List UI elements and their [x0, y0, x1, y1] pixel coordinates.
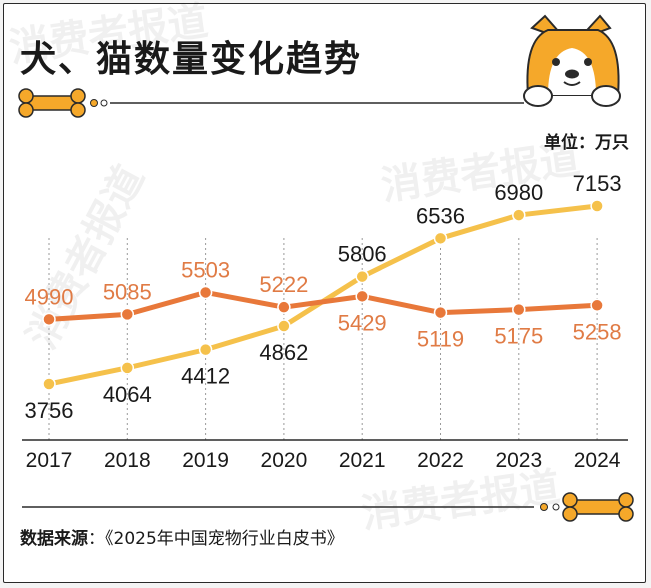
plot-area: 2017 2018 2019 2020 2021 2022 2023 2024 4990 5085…: [22, 171, 628, 472]
dog-data-point: [590, 298, 604, 313]
x-tick-label: 2023: [495, 449, 542, 472]
dog-series-line: [46, 289, 600, 322]
cat-data-point: [355, 269, 369, 284]
source-note: 数据来源：《2025年中国宠物行业白皮书》: [20, 524, 344, 549]
cat-data-label: 4862: [259, 340, 308, 365]
header-divider: [90, 99, 524, 107]
cat-data-point: [433, 231, 448, 246]
x-tick-label: 2022: [417, 449, 464, 472]
dog-data-point: [512, 302, 526, 317]
dog-mascot-icon: [523, 14, 621, 107]
cat-data-label: 5806: [338, 242, 387, 267]
dog-data-label: 5085: [103, 279, 152, 304]
source-separator: ：: [88, 529, 105, 549]
dog-data-point: [277, 300, 291, 314]
x-tick-label: 2019: [182, 449, 229, 472]
dog-data-point: [120, 307, 135, 322]
x-tick-label: 2021: [339, 449, 386, 472]
dog-data-label: 5119: [417, 327, 464, 352]
cat-data-point: [198, 342, 213, 357]
dog-data-point: [198, 285, 213, 300]
source-label: 数据来源: [20, 529, 88, 549]
dog-data-point: [42, 312, 56, 327]
dog-data-label: 5429: [338, 310, 387, 335]
x-tick-label: 2020: [261, 449, 308, 472]
chart-title: 犬、猫数量变化趋势: [20, 39, 363, 80]
source-text: 《2025年中国宠物行业白皮书》: [105, 529, 344, 549]
cat-data-point: [277, 319, 291, 333]
cat-data-point: [512, 208, 526, 222]
cat-data-point: [590, 199, 604, 213]
cat-data-label: 4412: [181, 364, 230, 389]
dog-data-point: [433, 305, 448, 320]
x-tick-label: 2018: [104, 449, 151, 472]
cat-data-point: [120, 361, 135, 375]
footer-divider: [22, 503, 560, 511]
unit-label: 单位：万只: [544, 133, 629, 153]
dog-data-label: 5503: [181, 257, 230, 282]
dog-data-label: 5175: [494, 324, 543, 349]
dog-data-label: 4990: [25, 284, 74, 309]
x-tick-label: 2024: [574, 449, 621, 472]
cat-data-label: 7153: [573, 171, 622, 196]
cat-data-label: 6536: [416, 203, 465, 228]
dog-data-label: 5258: [573, 319, 622, 344]
cat-data-point: [42, 377, 56, 391]
cat-data-label: 4064: [103, 382, 152, 407]
dog-data-label: 5222: [259, 272, 308, 297]
bone-icon: [18, 88, 86, 118]
x-tick-label: 2017: [26, 449, 73, 472]
dog-data-point: [355, 289, 369, 304]
bone-icon: [562, 492, 634, 522]
cat-data-label: 3756: [25, 398, 74, 423]
cat-data-label: 6980: [494, 180, 543, 205]
